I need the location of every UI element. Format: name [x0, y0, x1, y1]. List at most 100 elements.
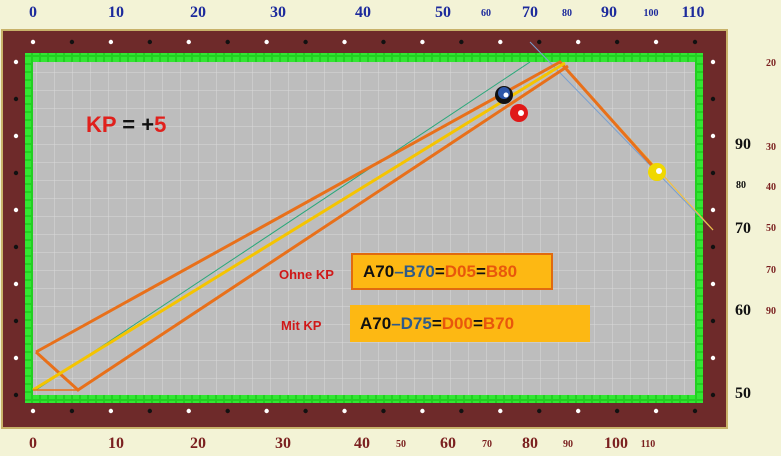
rail-diamond [13, 207, 19, 213]
formula-part: A70 [360, 313, 392, 333]
rail-diamond [710, 281, 716, 287]
rail-diamond [710, 133, 716, 139]
rail-diamond [186, 39, 191, 45]
scale-label: 0 [29, 435, 37, 452]
mit-kp-formula: A70 – D75 = D00 = B70 [350, 305, 590, 342]
scale-label: 30 [275, 435, 291, 452]
rail-diamond [614, 39, 620, 45]
rail-diamond [710, 244, 716, 250]
rail-diamond [575, 39, 581, 45]
rail-diamond [13, 96, 19, 102]
rail-diamond [303, 408, 308, 414]
formula-part: = [431, 313, 442, 333]
rail-diamond [575, 408, 581, 414]
scale-label: 70 [522, 4, 538, 21]
rail-diamond [537, 39, 542, 45]
thin-guide-line [529, 41, 714, 231]
rail-diamond [710, 170, 716, 176]
rail-diamond [342, 408, 347, 414]
rail-diamond [692, 39, 698, 45]
rail-diamond [13, 133, 19, 139]
rail-diamond [381, 408, 386, 414]
scale-label: 100 [643, 8, 659, 19]
rail-diamond [710, 318, 716, 324]
scale-label: 60 [440, 435, 456, 452]
rail-diamond [147, 408, 153, 414]
track-outer-line [35, 60, 660, 354]
rail-diamond [13, 392, 19, 398]
rail-diamond [225, 408, 230, 414]
formula-part: = [434, 261, 445, 281]
rail-diamond [653, 408, 659, 414]
kp-number: 5 [154, 112, 167, 137]
ball-paths [32, 41, 714, 392]
scale-label: 80 [522, 435, 538, 452]
black-ball-stripe [498, 87, 510, 99]
scale-label: 90 [601, 4, 617, 21]
formula-part: B70 [403, 261, 435, 281]
rail-diamond [69, 408, 75, 414]
formula-part: – [391, 313, 401, 333]
rail-diamond [710, 59, 716, 65]
rail-diamond [30, 39, 36, 45]
formula-part: – [394, 261, 404, 281]
rail-diamond [614, 408, 620, 414]
rail-diamond [108, 408, 114, 414]
scale-label: 60 [481, 8, 491, 19]
rail-diamond [381, 39, 386, 45]
scale-label: 0 [29, 4, 37, 21]
rail-diamond [186, 408, 191, 414]
rail-diamond [459, 408, 464, 414]
scale-label: 80 [562, 8, 572, 19]
rail-diamond [13, 318, 19, 324]
formula-part: D75 [400, 313, 432, 333]
rail-diamond [498, 39, 503, 45]
red-ball-spot [518, 110, 524, 116]
rail-diamond [420, 39, 425, 45]
scale-label: 70 [735, 220, 751, 237]
scale-label: 20 [190, 4, 206, 21]
scale-label: 40 [355, 4, 371, 21]
formula-part: = [472, 313, 483, 333]
rail-diamond [710, 207, 716, 213]
scale-label: 50 [396, 439, 406, 450]
rail-diamond [710, 392, 716, 398]
formula-part: B80 [485, 261, 518, 281]
scale-label: 30 [766, 142, 776, 153]
rail-diamond [459, 39, 464, 45]
mit-kp-label: Mit KP [281, 318, 322, 333]
thin-guide-line [35, 61, 531, 391]
scale-label: 110 [640, 439, 656, 450]
kp-value: KP = +5 [86, 112, 166, 138]
scale-label: 70 [766, 265, 776, 276]
rail-diamond [342, 39, 347, 45]
scale-label: 10 [108, 435, 124, 452]
scale-label: 60 [735, 302, 751, 319]
scale-label: 70 [482, 439, 492, 450]
scale-label: 20 [766, 58, 776, 69]
rail-diamond [420, 408, 425, 414]
rail-diamond [537, 408, 542, 414]
rail-diamond [147, 39, 153, 45]
rail-diamond [303, 39, 308, 45]
rail-diamonds [13, 39, 716, 414]
rail-diamond [108, 39, 114, 45]
scale-label: 90 [766, 306, 776, 317]
rail-diamond [225, 39, 230, 45]
formula-part: A70 [363, 261, 395, 281]
black-ball-spot [503, 92, 509, 98]
scale-label: 50 [735, 385, 751, 402]
ohne-kp-formula: A70 – B70 = D05 = B80 [351, 253, 553, 290]
rail-diamond [710, 96, 716, 102]
scale-label: 40 [766, 182, 776, 193]
cue-ball-line [32, 61, 566, 392]
rail-diamond [692, 408, 698, 414]
scale-label: 10 [108, 4, 124, 21]
rail-diamond [264, 39, 269, 45]
rail-diamond [13, 355, 19, 361]
rail-diamond [498, 408, 503, 414]
scale-label: 90 [735, 136, 751, 153]
rail-diamond [13, 170, 19, 176]
